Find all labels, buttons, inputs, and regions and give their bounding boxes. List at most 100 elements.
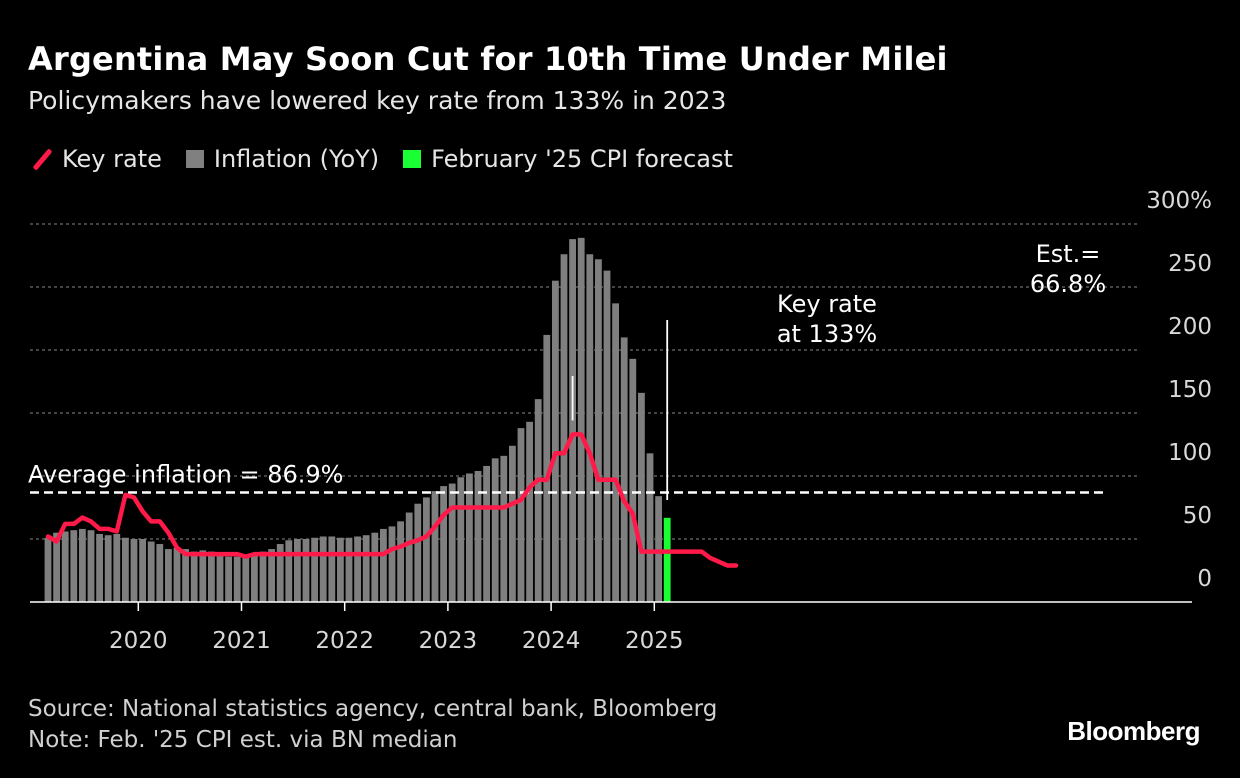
y-tick-label: 100 <box>1168 440 1212 466</box>
inflation-bar <box>147 541 155 602</box>
inflation-bar <box>319 536 327 602</box>
x-tick-label: 2022 <box>315 628 374 654</box>
legend-item-key-rate: Key rate <box>32 145 162 173</box>
inflation-bar <box>130 539 138 602</box>
inflation-bar <box>552 280 559 602</box>
inflation-bar <box>328 536 336 602</box>
inflation-bar <box>569 239 576 602</box>
annotation-key-rate-text: Key rate <box>777 290 877 318</box>
inflation-bar <box>53 532 60 602</box>
inflation-bar <box>646 453 654 602</box>
inflation-bar <box>61 531 69 602</box>
y-tick-label: 50 <box>1183 503 1212 529</box>
inflation-bar <box>543 334 551 602</box>
inflation-bar <box>440 486 447 602</box>
inflation-bar <box>448 483 456 602</box>
inflation-bar <box>423 497 430 602</box>
chart-title: Argentina May Soon Cut for 10th Time Und… <box>28 40 948 78</box>
bloomberg-logo: Bloomberg <box>1067 716 1200 746</box>
y-tick-label: 150 <box>1168 377 1212 403</box>
inflation-bar <box>70 530 78 602</box>
legend-item-inflation: Inflation (YoY) <box>185 145 380 173</box>
inflation-bar <box>113 533 121 602</box>
inflation-bar <box>96 533 103 602</box>
inflation-bar <box>638 392 645 602</box>
source-line: Source: National statistics agency, cent… <box>28 696 718 722</box>
inflation-bar <box>603 270 611 602</box>
y-tick-label: 300% <box>1146 188 1212 214</box>
inflation-bar <box>259 551 267 602</box>
inflation-bar <box>509 445 516 602</box>
inflation-bar <box>526 421 533 602</box>
inflation-bar <box>345 537 353 602</box>
inflation-bar <box>268 549 275 602</box>
x-tick-label: 2024 <box>522 628 581 654</box>
y-tick-label: 200 <box>1168 314 1212 340</box>
inflation-bar <box>500 455 508 602</box>
inflation-bar <box>466 473 473 602</box>
inflation-bar <box>380 528 387 602</box>
inflation-bar <box>414 503 422 602</box>
inflation-bar <box>491 458 499 602</box>
legend-label-forecast: February '25 CPI forecast <box>431 145 733 173</box>
inflation-bar <box>156 544 164 602</box>
inflation-bar <box>371 532 379 602</box>
inflation-bar <box>337 537 344 602</box>
inflation-bar <box>595 259 602 602</box>
source-note: Source: National statistics agency, cent… <box>28 694 717 756</box>
inflation-bar <box>629 358 637 602</box>
inflation-bar <box>276 544 284 602</box>
inflation-bar <box>388 526 396 602</box>
inflation-bar <box>405 512 413 602</box>
inflation-bar <box>242 556 250 602</box>
inflation-bar <box>216 555 224 602</box>
inflation-bar <box>655 496 662 602</box>
inflation-bar <box>534 399 542 602</box>
inflation-bar <box>620 337 628 602</box>
chart-subtitle: Policymakers have lowered key rate from … <box>28 86 727 115</box>
inflation-bar <box>199 550 207 602</box>
annotation-key-rate-text: at 133% <box>777 320 877 348</box>
inflation-bar <box>362 535 370 602</box>
x-tick-label: 2020 <box>109 628 168 654</box>
inflation-bar <box>208 551 215 602</box>
average-inflation-label: Average inflation = 86.9% <box>28 461 343 489</box>
inflation-bar <box>302 539 310 602</box>
inflation-bar <box>517 428 525 602</box>
x-tick-label: 2021 <box>212 628 271 654</box>
x-tick-label: 2023 <box>419 628 478 654</box>
legend-label-inflation: Inflation (YoY) <box>213 145 380 173</box>
key-rate-line <box>45 432 739 568</box>
inflation-bar <box>311 537 318 602</box>
y-tick-label: 250 <box>1168 251 1212 277</box>
inflation-bar <box>87 530 95 602</box>
inflation-bar <box>79 528 86 602</box>
inflation-bar <box>354 536 361 602</box>
chart-plot: 0 50 100 150 200 250 300% Average inflation = 8… <box>28 188 1212 654</box>
inflation-bar <box>173 547 181 602</box>
x-tick-label: 2025 <box>625 628 684 654</box>
inflation-bar <box>104 535 112 602</box>
inflation-bar <box>612 303 619 602</box>
inflation-bar <box>251 554 258 602</box>
inflation-bar <box>586 254 594 603</box>
y-tick-label: 0 <box>1197 566 1212 592</box>
inflation-bar <box>397 521 404 602</box>
inflation-bar <box>122 537 129 602</box>
inflation-bar <box>294 539 301 602</box>
inflation-bar <box>233 556 241 602</box>
legend: Key rate Inflation (YoY) February '25 CP… <box>32 142 757 176</box>
gray-square-icon <box>185 150 204 168</box>
inflation-bar <box>431 491 439 602</box>
inflation-bar <box>457 477 465 602</box>
inflation-bar <box>139 539 146 602</box>
annotation-forecast-text: Est.= <box>1036 240 1101 268</box>
inflation-bar <box>285 540 293 602</box>
inflation-bar <box>577 237 585 603</box>
green-square-icon <box>403 150 422 168</box>
inflation-bar <box>483 465 490 602</box>
legend-label-key-rate: Key rate <box>62 145 162 173</box>
inflation-bar <box>560 254 568 603</box>
inflation-bar <box>190 551 198 602</box>
inflation-bar <box>44 537 52 602</box>
